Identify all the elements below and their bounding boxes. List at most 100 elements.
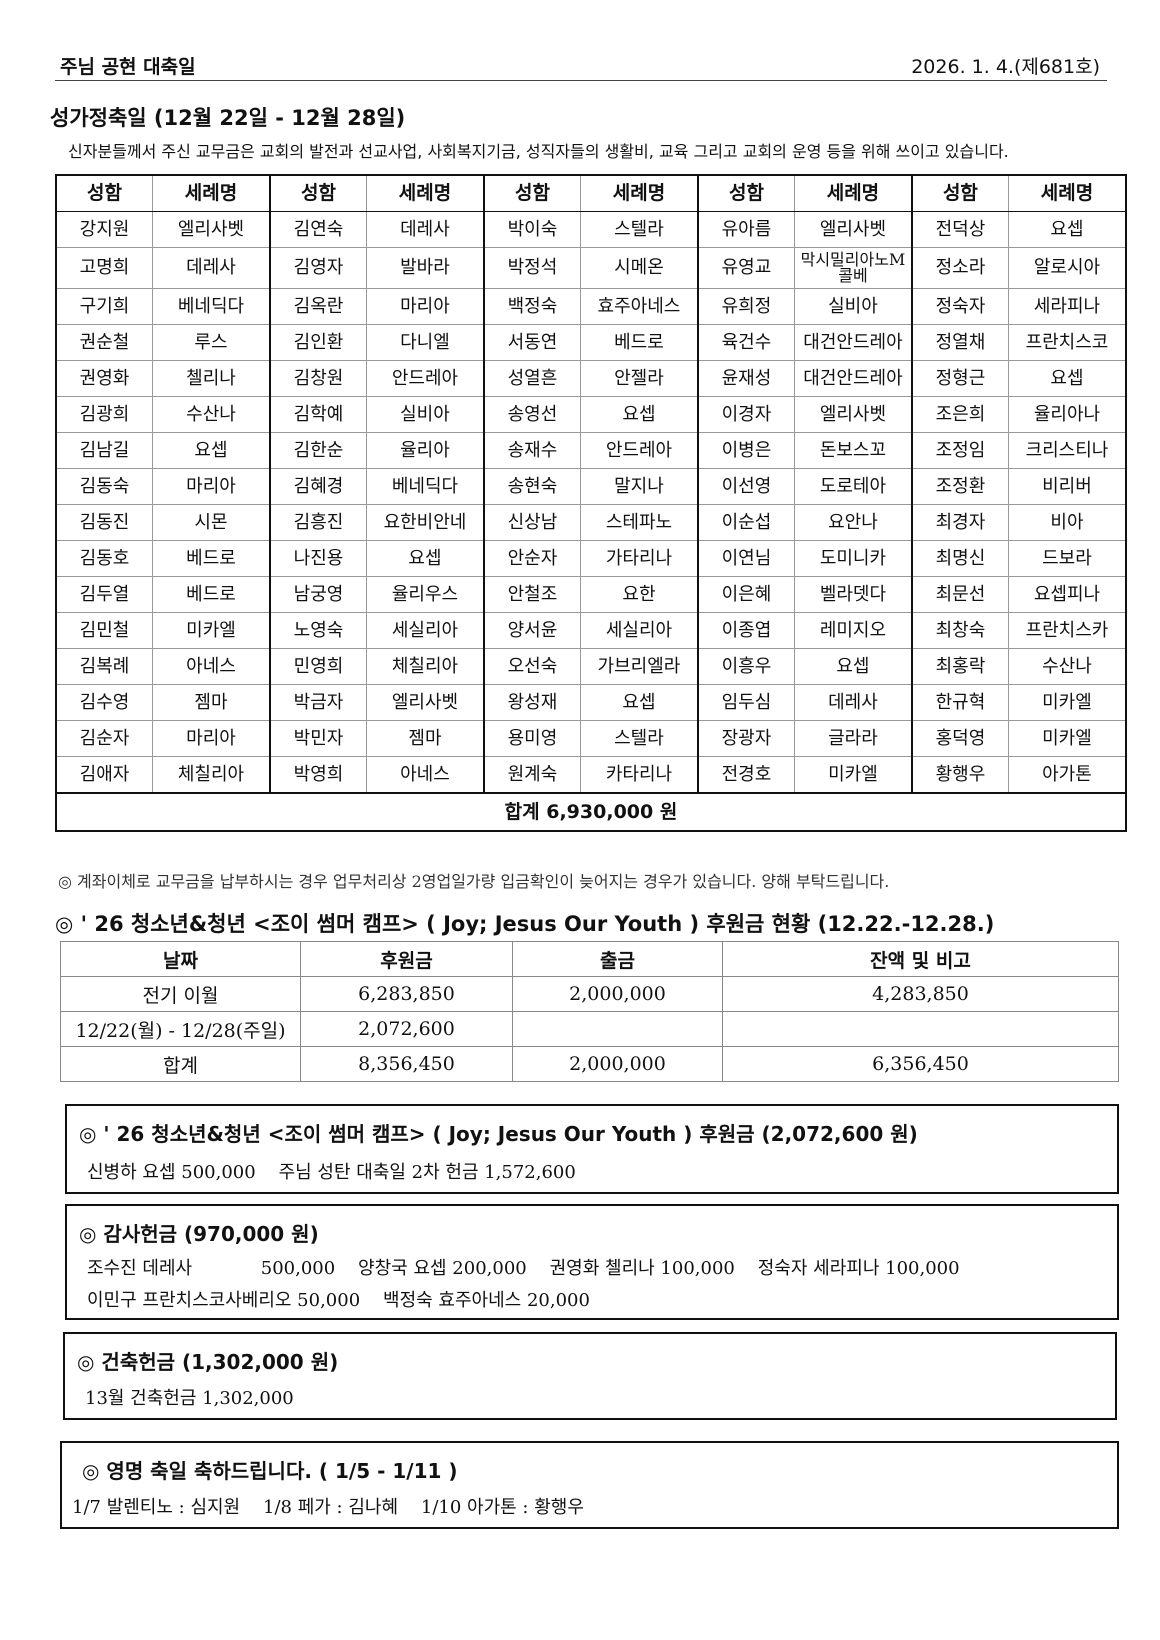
baptismal-name-cell: 엘리사벳 [365, 684, 485, 721]
baptismal-name-cell: 가타리나 [579, 540, 699, 577]
name-cell: 박영희 [269, 756, 367, 794]
baptismal-name-cell: 스텔라 [579, 211, 699, 248]
baptismal-name-cell: 체칠리아 [365, 648, 485, 685]
baptismal-name-cell: 효주아네스 [579, 288, 699, 325]
name-cell: 김민철 [55, 612, 153, 649]
box-line: 13월 건축헌금 1,302,000 [85, 1388, 294, 1409]
baptismal-name-cell: 돈보스꼬 [793, 432, 913, 469]
name-cell: 백정숙 [483, 288, 581, 325]
name-cell: 송현숙 [483, 468, 581, 505]
baptismal-name-cell: 발바라 [365, 247, 485, 289]
table-cell: 2,000,000 [512, 1046, 723, 1082]
baptismal-name-cell: 요안나 [793, 504, 913, 541]
name-cell: 김흥진 [269, 504, 367, 541]
name-cell: 김창원 [269, 360, 367, 397]
name-cell: 육건수 [697, 324, 795, 361]
table-row: 강지원 엘리사벳 김연숙 데레사 박이숙 스텔라 유아름 엘리사벳 전덕상 요셉 [55, 211, 1127, 248]
baptismal-name-cell: 마리아 [151, 468, 271, 505]
name-cell: 김한순 [269, 432, 367, 469]
name-cell: 전덕상 [911, 211, 1009, 248]
bulletin-date: 2026. 1. 4.(제681호) [911, 56, 1100, 78]
table-cell [512, 1011, 723, 1047]
name-cell: 김동진 [55, 504, 153, 541]
name-cell: 정숙자 [911, 288, 1009, 325]
table-header-row: 성함 세례명 성함 세례명 성함 세례명 성함 세례명 성함 세례명 [55, 174, 1127, 212]
baptismal-name-cell: 첼리나 [151, 360, 271, 397]
table-row: 고명희 데레사 김영자 발바라 박정석 시메온 유영교 막시밀리아노M콜베 정소라 알로시아 [55, 247, 1127, 289]
name-cell: 이종엽 [697, 612, 795, 649]
name-cell: 권순철 [55, 324, 153, 361]
baptismal-name-cell: 수산나 [151, 396, 271, 433]
table-row: 김두열 베드로 남궁영 율리우스 안철조 요한 이은혜 벨라뎃다 최문선 요셉피나 [55, 576, 1127, 613]
table-cell: 6,283,850 [300, 976, 513, 1012]
name-cell: 박민자 [269, 720, 367, 757]
baptismal-name-cell: 막시밀리아노M콜베 [793, 247, 913, 289]
name-cell: 고명희 [55, 247, 153, 289]
table-row: 구기희 베네딕다 김옥란 마리아 백정숙 효주아네스 유희정 실비아 정숙자 세라피나 [55, 288, 1127, 325]
name-cell: 이은혜 [697, 576, 795, 613]
baptismal-name-cell: 아네스 [365, 756, 485, 794]
table-row: 김동숙 마리아 김혜경 베네딕다 송현숙 말지나 이선영 도로테아 조정환 비리버 [55, 468, 1127, 505]
name-header: 성함 [269, 174, 367, 212]
baptismal-name-cell: 세라피나 [1007, 288, 1127, 325]
baptismal-name-cell: 스테파노 [579, 504, 699, 541]
table-cell: 전기 이월 [60, 976, 301, 1012]
baptismal-name-cell: 율리우스 [365, 576, 485, 613]
name-cell: 이병은 [697, 432, 795, 469]
name-cell: 박이숙 [483, 211, 581, 248]
table-row: 권순철 루스 김인환 다니엘 서동연 베드로 육건수 대건안드레아 정열채 프란치스코 [55, 324, 1127, 361]
baptismal-name-cell: 엘리사벳 [151, 211, 271, 248]
name-cell: 양서윤 [483, 612, 581, 649]
name-cell: 김애자 [55, 756, 153, 794]
baptismal-name-cell: 실비아 [365, 396, 485, 433]
baptismal-name-cell: 시메온 [579, 247, 699, 289]
name-cell: 윤재성 [697, 360, 795, 397]
name-cell: 서동연 [483, 324, 581, 361]
baptismal-name-cell: 베드로 [151, 540, 271, 577]
name-cell: 안철조 [483, 576, 581, 613]
baptismal-name-cell: 세실리아 [365, 612, 485, 649]
name-cell: 성열흔 [483, 360, 581, 397]
name-cell: 노영숙 [269, 612, 367, 649]
baptismal-name-cell: 요셉 [365, 540, 485, 577]
thanks-offering-box: ◎ 감사헌금 (970,000 원) 조수진 데레사 500,000 양창국 요… [65, 1204, 1119, 1320]
name-cell: 민영희 [269, 648, 367, 685]
name-cell: 이경자 [697, 396, 795, 433]
baptismal-name-cell: 미카엘 [151, 612, 271, 649]
name-cell: 김인환 [269, 324, 367, 361]
table-header-row: 날짜 후원금 출금 잔액 및 비고 [60, 941, 1119, 977]
table-row: 김광희 수산나 김학예 실비아 송영선 요셉 이경자 엘리사벳 조은희 율리아나 [55, 396, 1127, 433]
baptismal-name-cell: 글라라 [793, 720, 913, 757]
baptismal-name-cell: 대건안드레아 [793, 324, 913, 361]
name-cell: 정열채 [911, 324, 1009, 361]
name-cell: 김복례 [55, 648, 153, 685]
baptismal-name-cell: 실비아 [793, 288, 913, 325]
table-cell: 12/22(월) - 12/28(주일) [60, 1011, 301, 1047]
baptismal-name-cell: 미카엘 [1007, 720, 1127, 757]
name-cell: 전경호 [697, 756, 795, 794]
baptismal-name-cell: 데레사 [793, 684, 913, 721]
baptismal-name-cell: 젬마 [365, 720, 485, 757]
baptismal-name-cell: 율리아나 [1007, 396, 1127, 433]
name-cell: 이연님 [697, 540, 795, 577]
baptismal-name-cell: 마리아 [365, 288, 485, 325]
name-cell: 박금자 [269, 684, 367, 721]
name-cell: 최문선 [911, 576, 1009, 613]
camp-donation-box: ◎ ' 26 청소년&청년 <조이 썸머 캠프> ( Joy; Jesus Ou… [65, 1104, 1119, 1194]
name-cell: 김옥란 [269, 288, 367, 325]
baptismal-name-cell: 아가톤 [1007, 756, 1127, 794]
baptismal-name-cell: 미카엘 [793, 756, 913, 794]
table-row: 전기 이월 6,283,850 2,000,000 4,283,850 [60, 976, 1119, 1012]
name-cell: 한규혁 [911, 684, 1009, 721]
name-cell: 유아름 [697, 211, 795, 248]
baptismal-name-cell: 프란치스카 [1007, 612, 1127, 649]
baptismal-name-cell: 요셉 [1007, 360, 1127, 397]
table-row: 김민철 미카엘 노영숙 세실리아 양서윤 세실리아 이종엽 레미지오 최창숙 프란치스카 [55, 612, 1127, 649]
box-line: 조수진 데레사 500,000 양창국 요셉 200,000 권영화 첼리나 1… [87, 1258, 960, 1279]
baptismal-name-cell: 수산나 [1007, 648, 1127, 685]
baptismal-name-cell: 엘리사벳 [793, 396, 913, 433]
baptismal-name-cell: 루스 [151, 324, 271, 361]
table-row: 김수영 젬마 박금자 엘리사벳 왕성재 요셉 임두심 데레사 한규혁 미카엘 [55, 684, 1127, 721]
baptismal-name-cell: 요셉 [1007, 211, 1127, 248]
baptismal-name-cell: 다니엘 [365, 324, 485, 361]
